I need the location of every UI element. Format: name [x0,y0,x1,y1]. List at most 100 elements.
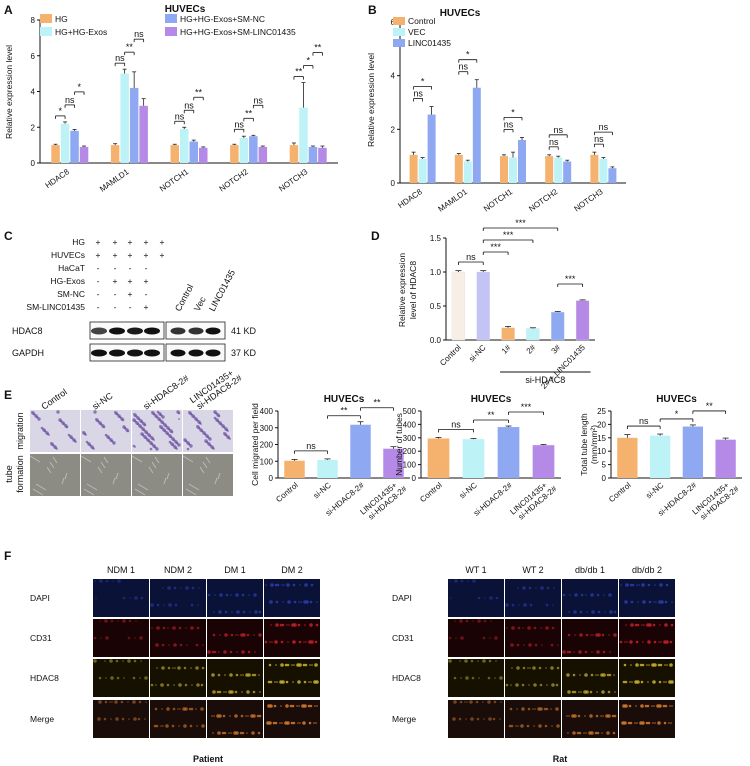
fluor-signal [464,701,466,703]
rat-column-label: db/db 1 [575,565,605,575]
significance-label: ** [314,43,322,53]
fluor-signal [134,637,136,639]
fluor-signal [281,680,285,684]
fluor-signal [515,725,517,727]
fluor-signal [551,626,555,630]
fluor-signal [281,623,285,627]
x-tick-label: 1# [500,343,513,356]
fluor-signal [613,610,617,614]
cell-dot [48,434,50,436]
blot-row-label: HG-Exos [51,276,85,286]
fluor-signal [122,596,126,600]
chart-a: HUVECs 0 2 4 6 8 Relative expression level HG HG… [4,4,338,194]
fluor-signal [256,714,260,718]
fluor-signal [242,610,246,614]
y-tick-label: 0 [412,474,417,483]
fluor-signal [316,601,318,603]
fluor-signal [302,663,306,667]
fluor-signal [614,691,616,693]
fluor-signal [557,644,559,646]
fluor-signal [290,721,294,725]
fluor-signal [212,732,214,734]
legend-swatch [165,27,177,36]
fluor-signal [133,717,137,721]
fluor-signal [195,708,197,710]
fluor-signal [183,666,187,670]
fluor-signal [236,651,238,653]
tube-line [131,455,143,463]
fluor-signal [528,684,530,686]
bar [608,168,617,183]
tube-line [83,488,95,496]
fluor-signal [269,680,273,684]
significance-label: *** [490,242,501,252]
fluor-signal [167,586,171,590]
bar [682,426,704,478]
panel-label-d: D [371,229,380,243]
fluor-signal [258,714,262,718]
significance-label: *** [521,402,532,412]
y-axis-label: Relative expression [397,253,407,327]
significance-label: ns [451,419,461,429]
tube-line [49,461,55,469]
fluor-signal [211,673,215,677]
fluor-signal [286,583,290,587]
fluor-signal [659,663,663,667]
fluor-signal [219,593,223,597]
fluor-signal [287,641,289,643]
tube-line [134,488,146,496]
bar [509,157,517,183]
tube-line [137,483,149,491]
fluor-signal [624,704,628,708]
fluor-signal [302,721,306,725]
fluor-signal [213,611,215,613]
fluor-signal [298,640,302,644]
fluor-signal [603,594,605,596]
fluor-signal [103,717,107,721]
fluor-signal [562,650,566,654]
tube-line [188,483,200,491]
fluor-signal [315,680,319,684]
fluor-signal [275,664,277,666]
fluor-signal [455,637,457,639]
fluor-signal [271,641,273,643]
fluor-signal [668,722,670,724]
y-tick-label: 300 [260,424,274,433]
bar [51,145,60,163]
patient-fluor-image [93,700,149,738]
fluor-signal [535,587,537,589]
fluor-signal [213,650,217,654]
fluor-signal [589,690,593,694]
fluor-signal [228,732,230,734]
fluor-signal [629,681,631,683]
fluor-signal [258,674,260,676]
x-tick-label: si-HDAC8-2# [472,480,514,518]
fluor-signal [522,666,526,670]
fluor-signal [573,714,577,718]
fluor-signal [279,623,283,627]
x-tick-label: si-NC [458,480,479,500]
cell-dot [178,418,180,420]
bar [170,145,179,163]
y-tick-label: 10 [597,447,606,456]
fluor-signal [578,731,582,735]
fluor-signal [258,610,262,614]
fluor-signal [254,651,256,653]
rat-fluor-image [448,700,504,738]
bar [129,87,139,163]
cell-dot [200,423,202,425]
fluor-signal [177,708,179,710]
fluor-signal [607,690,611,694]
bar [120,73,129,163]
fluor-signal [224,633,228,637]
fluor-signal [241,731,245,735]
bar [110,145,120,163]
significance-label: ns [253,95,263,105]
fluor-signal [284,663,288,667]
fluor-signal [590,593,594,597]
fluor-signal [183,724,187,728]
bar [551,311,565,341]
fluor-signal [128,619,132,623]
fluor-signal [664,600,668,604]
